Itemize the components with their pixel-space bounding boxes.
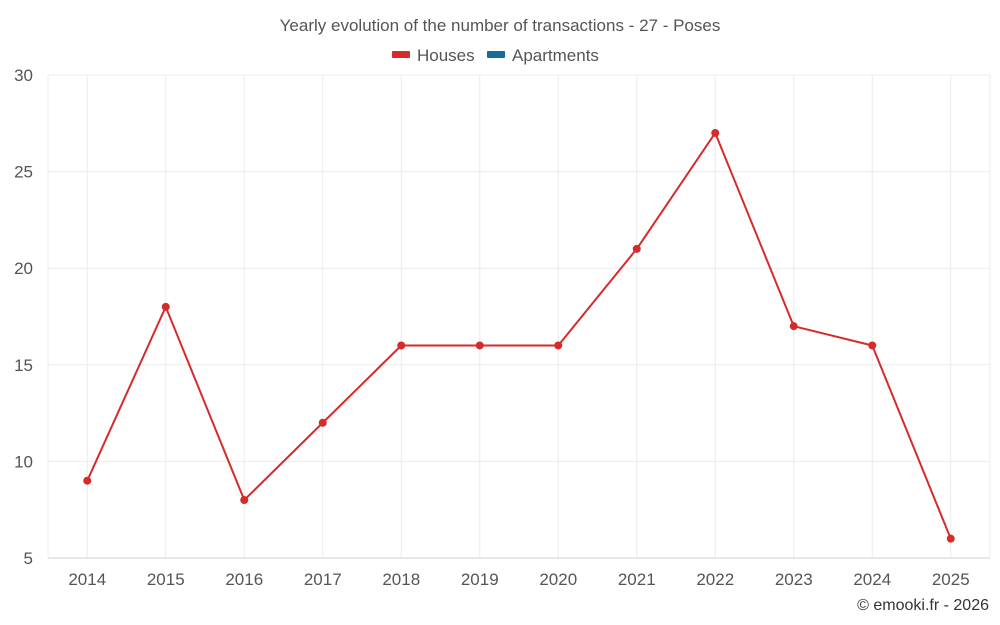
data-point-houses[interactable] — [397, 341, 406, 350]
grid — [47, 74, 991, 559]
data-point-houses[interactable] — [789, 322, 798, 331]
x-tick-label: 2016 — [225, 570, 263, 589]
x-tick-label: 2019 — [461, 570, 499, 589]
y-tick-label: 25 — [14, 163, 33, 182]
x-tick-label: 2023 — [775, 570, 813, 589]
x-tick-label: 2014 — [68, 570, 106, 589]
y-tick-label: 20 — [14, 259, 33, 278]
data-point-houses[interactable] — [711, 128, 720, 137]
x-axis: 2014 2015 2016 2017 2018 2019 2020 2021 2022 2023… — [68, 570, 969, 589]
legend-item-houses[interactable]: Houses — [392, 46, 475, 65]
legend-label-houses: Houses — [417, 46, 475, 65]
data-point-houses[interactable] — [240, 496, 249, 505]
x-tick-label: 2020 — [539, 570, 577, 589]
legend-swatch-houses — [392, 51, 410, 58]
legend: Houses Apartments — [392, 46, 599, 65]
y-tick-label: 15 — [14, 356, 33, 375]
x-tick-label: 2024 — [853, 570, 891, 589]
credit-text: © emooki.fr - 2026 — [857, 597, 989, 614]
data-point-houses[interactable] — [318, 418, 327, 427]
x-tick-label: 2025 — [932, 570, 970, 589]
data-point-houses[interactable] — [475, 341, 484, 350]
series-line-houses — [86, 131, 952, 540]
legend-item-apartments[interactable]: Apartments — [487, 46, 599, 65]
series-layer — [83, 128, 955, 543]
y-tick-label: 5 — [24, 549, 33, 568]
y-tick-label: 30 — [14, 66, 33, 85]
legend-label-apartments: Apartments — [512, 46, 599, 65]
y-axis: 5 10 15 20 25 30 — [14, 66, 33, 568]
data-point-houses[interactable] — [868, 341, 877, 350]
legend-swatch-apartments — [487, 51, 505, 58]
y-tick-label: 10 — [14, 452, 33, 471]
data-point-houses[interactable] — [946, 534, 955, 543]
x-tick-label: 2017 — [304, 570, 342, 589]
chart-title: Yearly evolution of the number of transa… — [280, 16, 721, 35]
data-point-houses[interactable] — [161, 302, 170, 311]
data-point-houses[interactable] — [632, 244, 641, 253]
data-point-houses[interactable] — [83, 476, 92, 485]
x-tick-label: 2021 — [618, 570, 656, 589]
data-point-houses[interactable] — [554, 341, 563, 350]
x-tick-label: 2018 — [382, 570, 420, 589]
x-tick-label: 2015 — [147, 570, 185, 589]
x-tick-label: 2022 — [696, 570, 734, 589]
